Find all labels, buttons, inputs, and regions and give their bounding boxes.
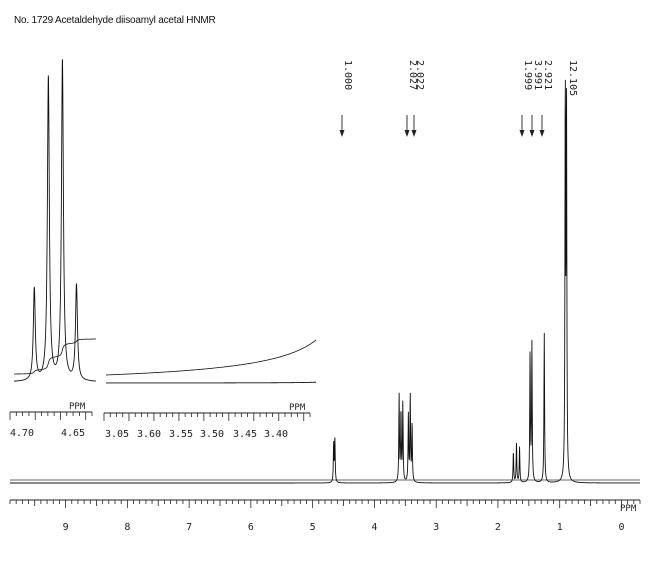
integration-value: 1.000 xyxy=(342,60,353,90)
integration-arrowhead xyxy=(519,130,525,137)
inset-tick-label: 3.50 xyxy=(200,429,224,440)
integration-value: 12.105 xyxy=(567,60,578,96)
inset-integral-curve xyxy=(105,339,317,376)
inset-tick-label: 3.55 xyxy=(169,429,193,440)
inset-spectrum-3-50: 3.05 3.60 3.55 3.50 3.45 3.40 PPM xyxy=(103,339,317,440)
axis-tick-label: 9 xyxy=(63,522,69,533)
inset-tick-label: 4.65 xyxy=(61,428,85,439)
inset-tick-label: 4.70 xyxy=(10,428,34,439)
axis-tick-label: 5 xyxy=(310,522,316,533)
integration-arrowhead xyxy=(539,130,545,137)
integration-value: 2.921 xyxy=(542,60,553,90)
inset-tick-label: 3.05 xyxy=(105,429,129,440)
inset-trace xyxy=(106,381,317,384)
axis-tick-label: 7 xyxy=(186,522,192,533)
inset-unit-label: PPM xyxy=(69,402,86,412)
inset-trace xyxy=(13,59,97,382)
axis-tick-label: 4 xyxy=(371,522,377,533)
axis-tick-label: 3 xyxy=(433,522,439,533)
integration-arrowhead xyxy=(411,130,417,137)
inset-tick-label: 3.40 xyxy=(264,429,288,440)
axis-tick-label: 0 xyxy=(618,522,624,533)
integration-value: 2.022 xyxy=(414,60,425,90)
inset-integral-curve xyxy=(14,338,96,375)
integration-arrowhead xyxy=(529,130,535,137)
integration-arrowhead xyxy=(339,130,345,137)
spectrum-trace xyxy=(10,79,640,484)
inset-unit-label: PPM xyxy=(289,403,306,413)
main-ppm-axis: 9 8 7 6 5 4 3 2 1 0 PPM xyxy=(9,499,641,533)
axis-tick-label: 8 xyxy=(124,522,130,533)
inset-spectrum-4-65: 4.70 4.65 PPM xyxy=(9,59,97,439)
integration-value: 1.999 xyxy=(522,60,533,90)
inset-tick-label: 3.45 xyxy=(233,429,257,440)
page-title: No. 1729 Acetaldehyde diisoamyl acetal H… xyxy=(14,15,216,26)
main-spectrum xyxy=(10,79,640,484)
axis-tick-label: 2 xyxy=(495,522,501,533)
inset-tick-label: 3.60 xyxy=(137,429,161,440)
integration-value: 2.027 xyxy=(407,60,418,90)
integration-arrowhead xyxy=(404,130,410,137)
axis-unit-label: PPM xyxy=(620,504,637,514)
axis-tick-label: 6 xyxy=(248,522,254,533)
integration-value: 3.991 xyxy=(532,60,543,90)
axis-tick-label: 1 xyxy=(557,522,563,533)
